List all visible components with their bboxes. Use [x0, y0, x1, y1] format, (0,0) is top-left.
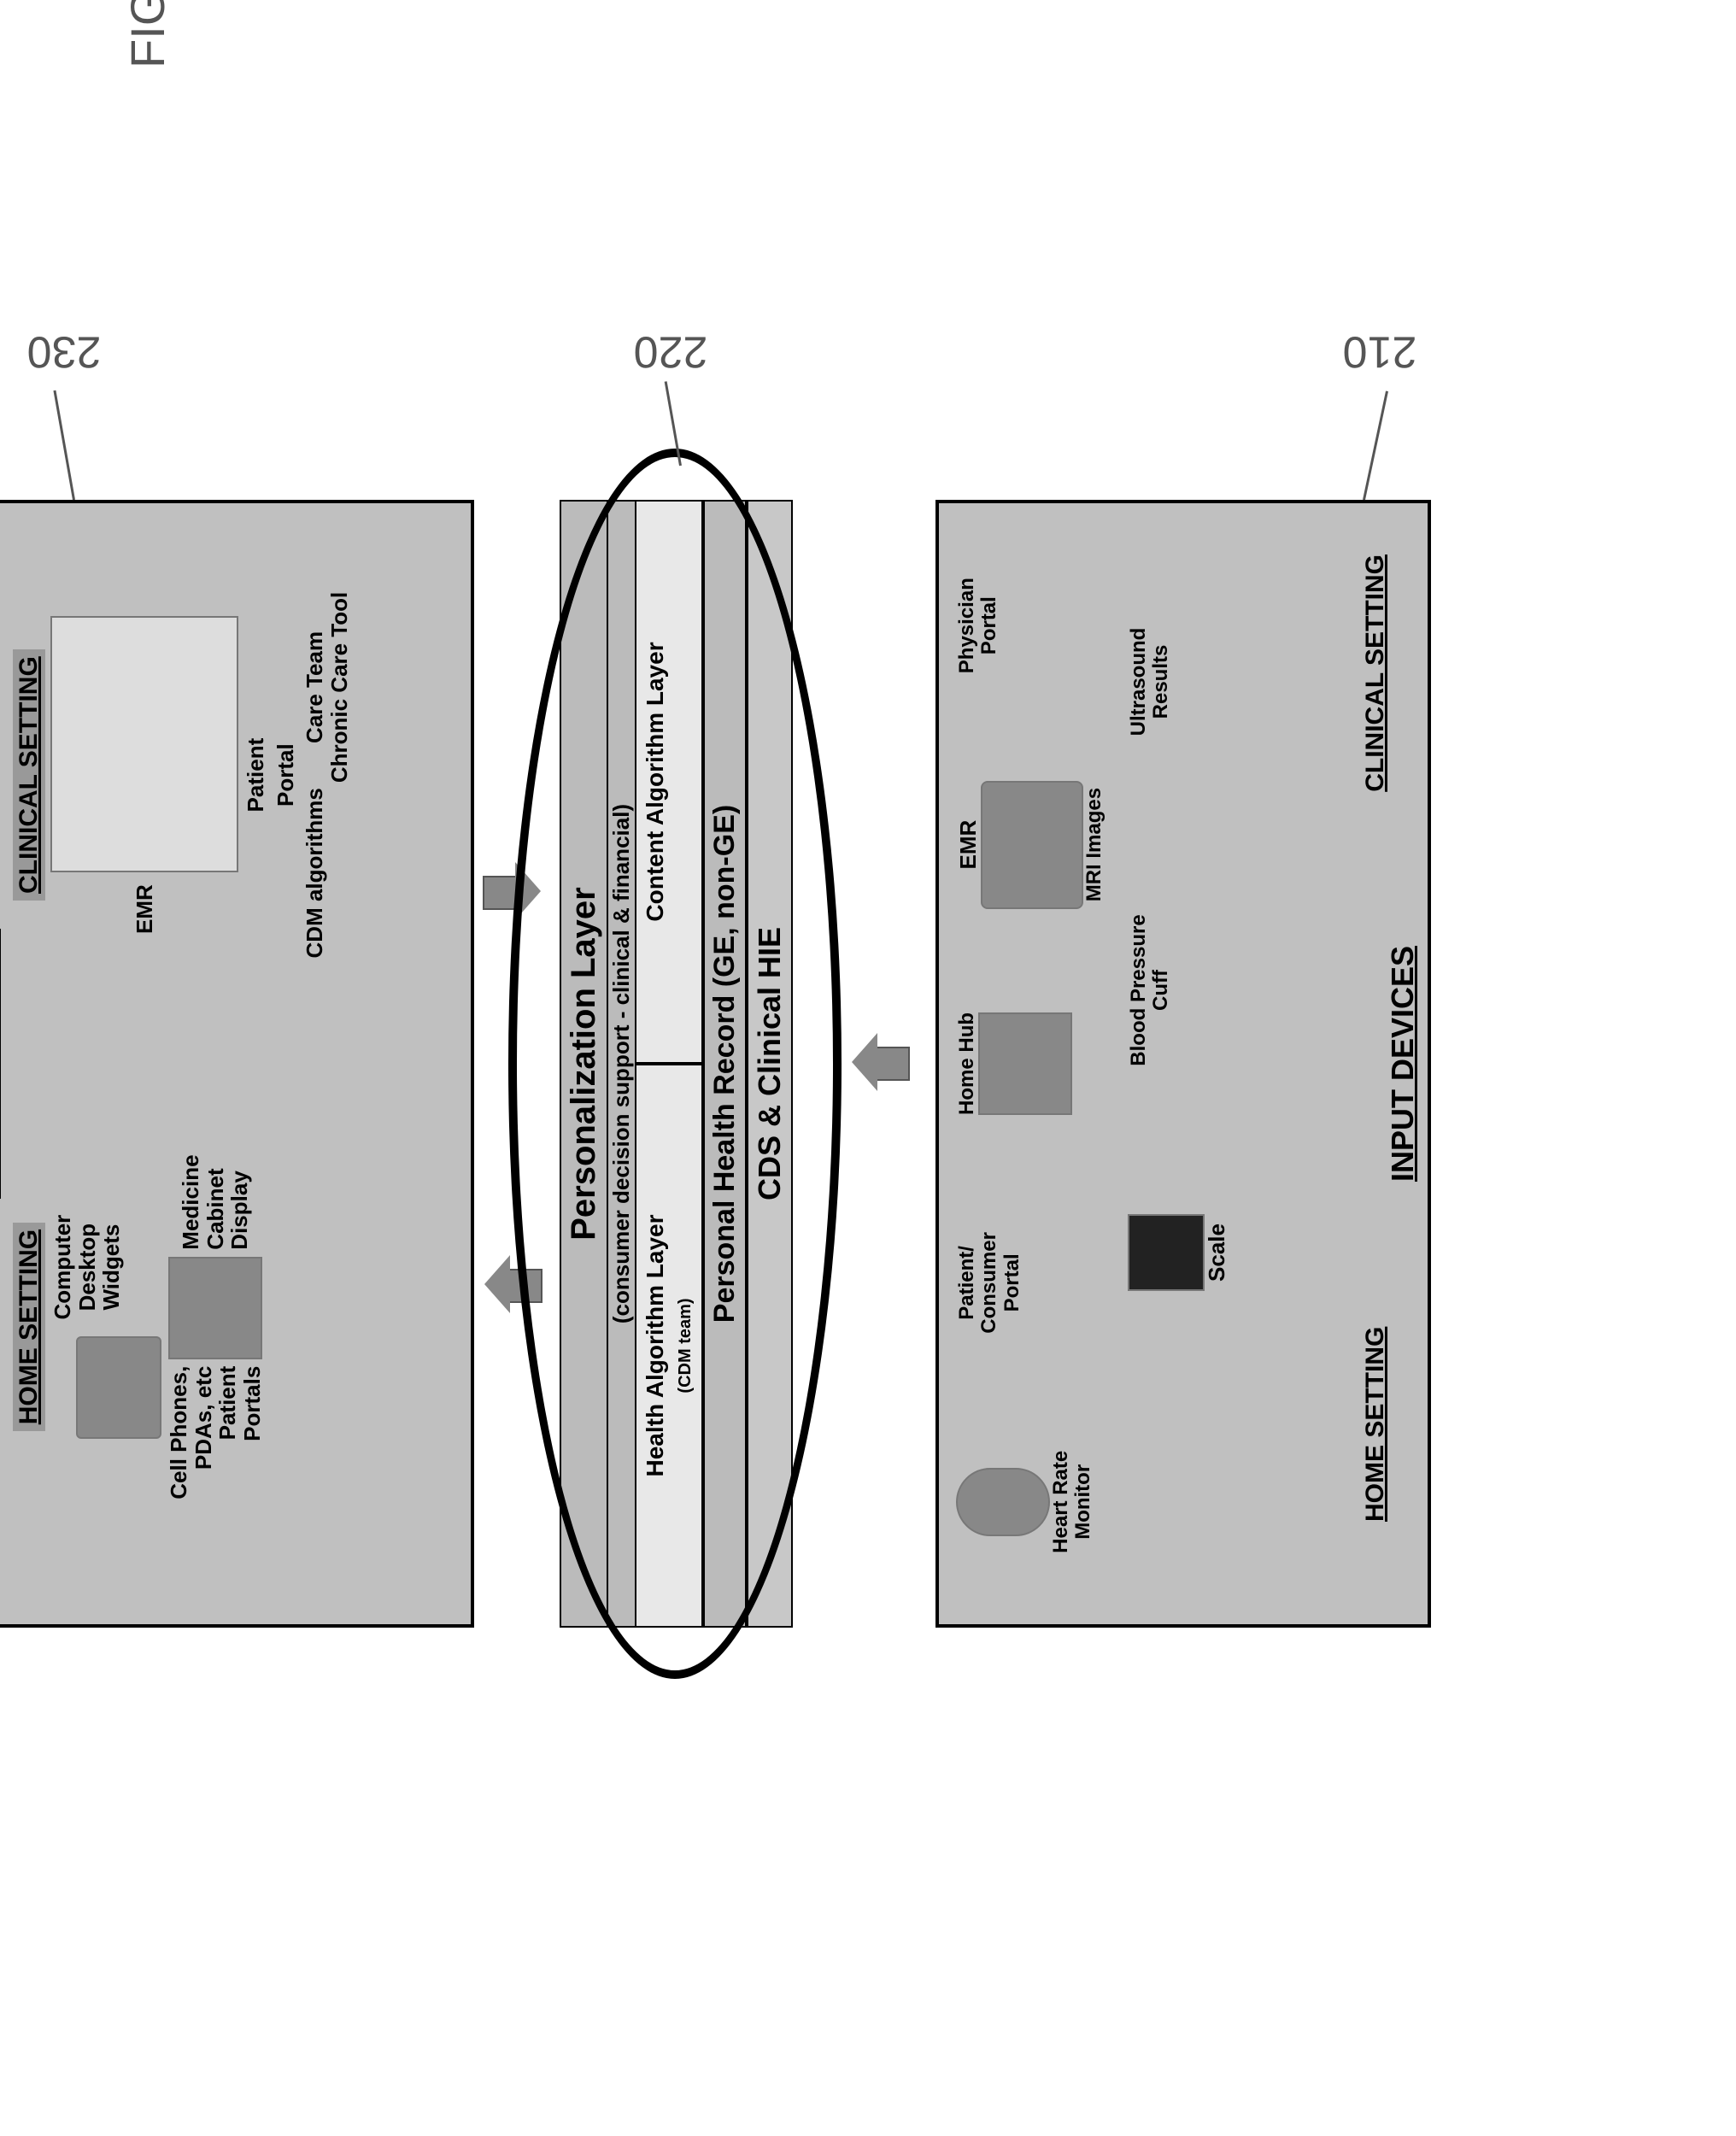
label-hrm: Heart RateMonitor [1050, 1451, 1095, 1553]
home-setting-label: HOME SETTING [13, 1223, 45, 1431]
input-title: INPUT DEVICES [1378, 503, 1428, 1624]
health-alg-sub: (CDM team) [676, 1298, 695, 1393]
label-pcportal: Patient/ConsumerPortal [956, 1232, 1023, 1334]
home-setting-col: HOME SETTING Computer Desktop Widgets Ce… [13, 1047, 351, 1607]
arrow-up-mid [876, 1047, 910, 1081]
content-algorithm-layer: Content Algorithm Layer [635, 500, 703, 1064]
hrm-icon [956, 1468, 1050, 1536]
output-title: OUTPUT DEVICES [0, 503, 13, 1624]
callout-210: 210 [1343, 326, 1417, 378]
label-cabinet: Cabinet [203, 1168, 228, 1249]
clinical-setting-label: CLINICAL SETTING [13, 649, 45, 901]
label-widgets: Widgets [99, 1224, 124, 1311]
cabinet-icon [168, 1257, 262, 1359]
label-computer: Computer [50, 1215, 75, 1320]
label-cellphones: Cell Phones, [167, 1366, 191, 1499]
label-pdas: PDAs, etc [191, 1366, 216, 1470]
emr-screenshot-icon [50, 616, 238, 872]
label-physportal: PhysicianPortal [956, 578, 1001, 673]
label-scale: Scale [1205, 1224, 1229, 1282]
middle-stack: Personalization Layer (consumer decision… [560, 500, 793, 1628]
arrow-down-right [483, 876, 517, 910]
arrow-up-left [508, 1269, 542, 1303]
figure-label: FIG. 2 [120, 0, 175, 68]
label-portals: Portals [240, 1366, 265, 1441]
label-chronic: Chronic Care Tool [327, 592, 352, 783]
personalization-subtitle: (consumer decision support - clinical & … [608, 500, 635, 1628]
label-us: UltrasoundResults [1128, 628, 1173, 736]
label-patient2: Patient [243, 738, 268, 813]
diagram-container: OUTPUT DEVICES Summarization Layer HOME … [0, 466, 1542, 1662]
personalization-layer: Personalization Layer [560, 500, 608, 1628]
scale-icon [1128, 1214, 1205, 1291]
line-210 [1363, 391, 1388, 501]
label-desktop: Desktop [75, 1224, 100, 1312]
label-medicine: Medicine [179, 1154, 203, 1249]
label-bpcuff: Blood PressureCuff [1128, 914, 1173, 1065]
phr-layer: Personal Health Record (GE, non-GE) [703, 500, 747, 1628]
label-portal2: Portal [273, 743, 298, 807]
line-220 [665, 381, 682, 466]
health-algorithm-layer: Health Algorithm Layer (CDM team) [635, 1064, 703, 1628]
label-careteam: Care Team [302, 592, 327, 783]
label-homehub: Home Hub [956, 1012, 978, 1115]
label-emr: EMR [132, 884, 157, 934]
label-mri: MRI Images [1083, 788, 1106, 901]
callout-220: 220 [634, 326, 708, 378]
label-cdm: CDM algorithms [302, 788, 327, 958]
label-emr2: EMR [956, 820, 981, 870]
clinical-setting-col: CLINICAL SETTING EMR Patient Portal CDM … [13, 520, 351, 1030]
bp-icon [978, 1012, 1072, 1115]
cds-layer: CDS & Clinical HIE [747, 500, 793, 1628]
health-alg-text: Health Algorithm Layer [642, 1215, 668, 1477]
line-230 [53, 390, 75, 501]
callout-230: 230 [27, 326, 102, 378]
mri-machine-icon [981, 781, 1083, 909]
label-patient: Patient [215, 1366, 240, 1441]
label-display: Display [227, 1171, 252, 1250]
phone-icon [76, 1336, 161, 1439]
input-devices-panel: Heart RateMonitor Patient/ConsumerPortal… [935, 500, 1431, 1628]
output-devices-panel: OUTPUT DEVICES Summarization Layer HOME … [0, 500, 474, 1628]
